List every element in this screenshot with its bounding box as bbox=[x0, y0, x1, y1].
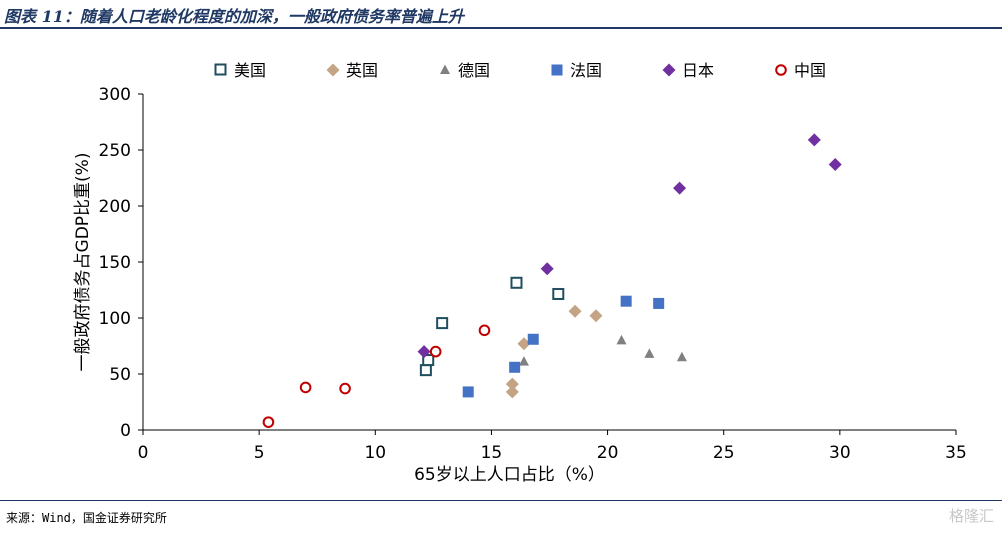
y-tick-label: 300 bbox=[99, 85, 131, 105]
legend-marker bbox=[214, 63, 227, 76]
data-point bbox=[616, 334, 627, 345]
legend-label: 英国 bbox=[346, 61, 378, 80]
legend-label: 美国 bbox=[234, 61, 266, 80]
x-tick-label: 15 bbox=[481, 443, 503, 463]
y-tick-label: 50 bbox=[109, 365, 131, 385]
footer-divider bbox=[0, 500, 1002, 501]
legend-label: 德国 bbox=[458, 61, 490, 80]
data-point bbox=[568, 304, 582, 318]
x-tick-label: 25 bbox=[713, 443, 735, 463]
legend-label: 中国 bbox=[794, 61, 826, 80]
x-tick-label: 5 bbox=[254, 443, 265, 463]
data-point bbox=[462, 386, 474, 398]
legend-marker bbox=[326, 63, 340, 77]
legend-marker bbox=[440, 64, 450, 74]
data-point bbox=[505, 385, 519, 399]
chart-title: 图表 11：随着人口老龄化程度的加深，一般政府债务率普遍上升 bbox=[4, 7, 464, 26]
data-point bbox=[510, 276, 523, 289]
data-point bbox=[429, 345, 442, 358]
data-point bbox=[673, 181, 687, 195]
data-point bbox=[644, 348, 655, 358]
data-point bbox=[518, 356, 529, 366]
data-point bbox=[339, 382, 351, 395]
data-point bbox=[417, 345, 431, 359]
source-note: 来源：Wind，国金证券研究所 bbox=[6, 511, 167, 525]
data-point bbox=[299, 381, 312, 394]
x-axis-label: 65岁以上人口占比（%） bbox=[414, 465, 605, 485]
data-point bbox=[540, 262, 554, 276]
data-point bbox=[262, 416, 275, 428]
data-point bbox=[505, 377, 519, 391]
y-tick-label: 150 bbox=[99, 253, 131, 273]
data-point bbox=[807, 133, 821, 147]
scatter-chart: 0 5 10 15 20 25 30 35 0 50 100 150 200 250 300 65岁以上人口占… bbox=[73, 61, 967, 485]
x-tick-label: 10 bbox=[364, 443, 386, 463]
legend-label: 法国 bbox=[570, 61, 602, 80]
data-point bbox=[509, 361, 521, 373]
legend-marker bbox=[775, 64, 787, 76]
title-divider bbox=[0, 27, 1002, 29]
data-point bbox=[620, 295, 632, 307]
x-tick-label: 0 bbox=[138, 443, 149, 463]
data-point bbox=[527, 333, 539, 345]
y-tick-label: 100 bbox=[99, 309, 131, 329]
y-axis-label: 一般政府债务占GDP比重(%) bbox=[73, 153, 93, 372]
y-tick-label: 250 bbox=[99, 141, 131, 161]
data-point bbox=[419, 364, 432, 377]
x-tick-label: 35 bbox=[945, 443, 967, 463]
watermark: 格隆汇 bbox=[948, 507, 994, 525]
y-tick-label: 200 bbox=[99, 197, 131, 217]
x-tick-label: 20 bbox=[597, 443, 619, 463]
data-point bbox=[517, 337, 531, 351]
y-tick-label: 0 bbox=[120, 421, 131, 441]
data-point bbox=[552, 287, 565, 300]
data-point bbox=[653, 297, 665, 309]
data-point bbox=[589, 309, 603, 323]
data-point bbox=[478, 324, 491, 337]
data-point bbox=[422, 354, 435, 367]
data-point bbox=[676, 351, 687, 362]
legend-label: 日本 bbox=[682, 61, 714, 80]
data-point bbox=[828, 158, 842, 172]
x-tick-label: 30 bbox=[829, 443, 851, 463]
legend-marker bbox=[662, 63, 676, 77]
data-point bbox=[436, 317, 449, 330]
legend-marker bbox=[551, 64, 563, 76]
